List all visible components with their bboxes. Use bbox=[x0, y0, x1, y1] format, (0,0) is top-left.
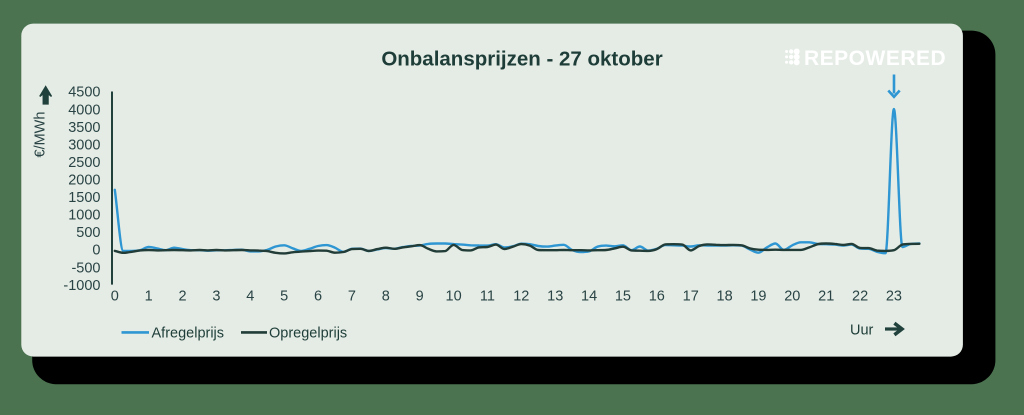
svg-text:Onbalansprijzen - 27 oktober: Onbalansprijzen - 27 oktober bbox=[381, 48, 662, 71]
svg-text:16: 16 bbox=[649, 289, 665, 305]
svg-text:14: 14 bbox=[581, 289, 597, 305]
svg-text:23: 23 bbox=[886, 289, 902, 305]
svg-text:3: 3 bbox=[212, 289, 220, 305]
svg-text:21: 21 bbox=[818, 289, 834, 305]
svg-text:1: 1 bbox=[145, 289, 153, 305]
svg-text:19: 19 bbox=[750, 289, 766, 305]
svg-text:4: 4 bbox=[246, 289, 254, 305]
svg-text:13: 13 bbox=[547, 289, 563, 305]
svg-text:3000: 3000 bbox=[68, 137, 100, 153]
svg-text:7: 7 bbox=[348, 289, 356, 305]
svg-text:15: 15 bbox=[615, 289, 631, 305]
svg-text:-500: -500 bbox=[71, 260, 100, 276]
svg-text:18: 18 bbox=[717, 289, 733, 305]
svg-text:4000: 4000 bbox=[68, 102, 100, 118]
svg-text:-1000: -1000 bbox=[63, 278, 100, 294]
svg-text:10: 10 bbox=[446, 289, 462, 305]
svg-text:1500: 1500 bbox=[68, 190, 100, 206]
svg-text:0: 0 bbox=[111, 289, 119, 305]
svg-text:9: 9 bbox=[416, 289, 424, 305]
svg-text:6: 6 bbox=[314, 289, 322, 305]
svg-text:500: 500 bbox=[76, 225, 100, 241]
svg-text:2: 2 bbox=[179, 289, 187, 305]
svg-text:€/MWh: €/MWh bbox=[33, 112, 49, 158]
svg-text:Opregelprijs: Opregelprijs bbox=[269, 325, 347, 341]
svg-text:0: 0 bbox=[92, 243, 100, 259]
svg-text:8: 8 bbox=[382, 289, 390, 305]
svg-text:5: 5 bbox=[280, 289, 288, 305]
svg-text:2500: 2500 bbox=[68, 155, 100, 171]
svg-text:3500: 3500 bbox=[68, 120, 100, 136]
svg-text:20: 20 bbox=[784, 289, 800, 305]
svg-text:1000: 1000 bbox=[68, 208, 100, 224]
svg-text:12: 12 bbox=[513, 289, 529, 305]
svg-text:2000: 2000 bbox=[68, 173, 100, 189]
svg-text:REPOWERED: REPOWERED bbox=[804, 47, 946, 70]
svg-text:4500: 4500 bbox=[68, 85, 100, 101]
svg-text:17: 17 bbox=[683, 289, 699, 305]
svg-text:Afregelprijs: Afregelprijs bbox=[152, 325, 225, 341]
svg-text:11: 11 bbox=[480, 289, 495, 305]
svg-text:Uur: Uur bbox=[850, 323, 874, 339]
svg-text:22: 22 bbox=[852, 289, 868, 305]
